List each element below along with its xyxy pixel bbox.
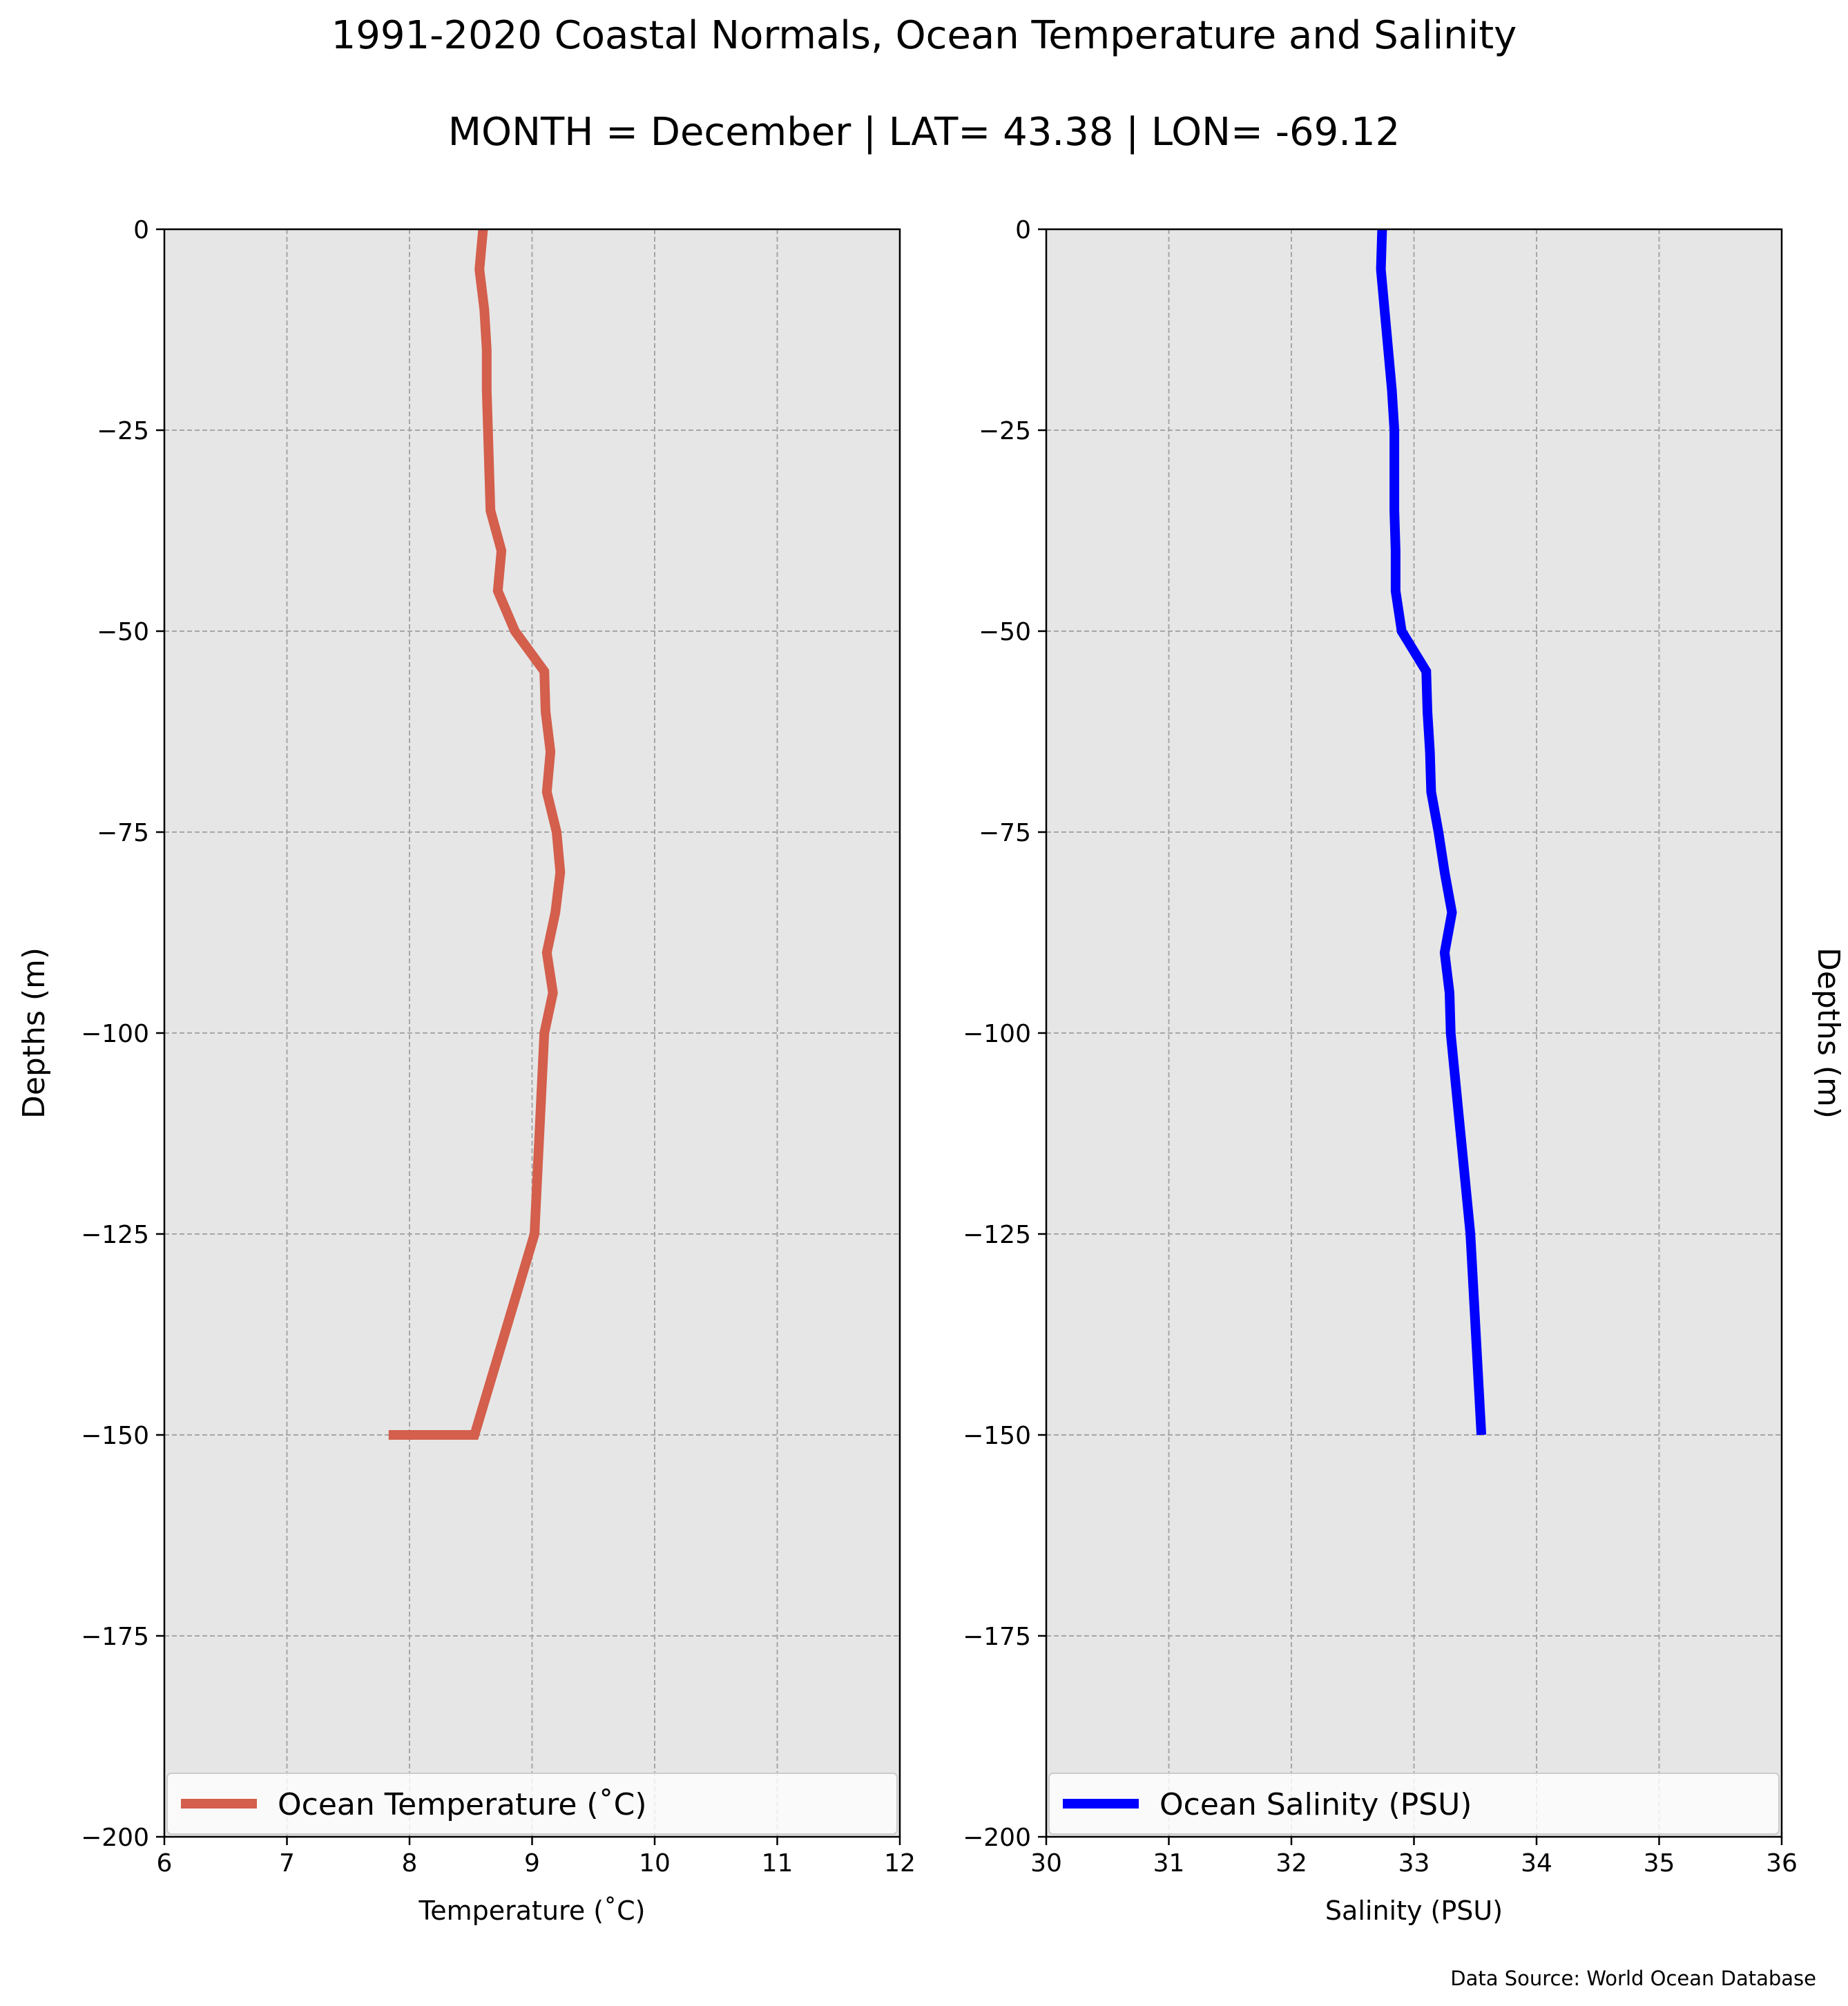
x-tick-label: 36: [1766, 1849, 1798, 1878]
legend: Ocean Salinity (PSU): [1048, 1773, 1780, 1835]
series-line: [388, 229, 566, 1440]
y-tick-label: −175: [963, 1623, 1031, 1651]
y-tick-label: −125: [81, 1221, 149, 1249]
y-tick-label: −25: [97, 417, 149, 445]
x-tick-label: 30: [1030, 1849, 1062, 1878]
legend-label: Ocean Temperature (˚C): [278, 1787, 647, 1822]
y-tick-label: −50: [97, 618, 149, 646]
x-tick-label: 9: [524, 1849, 540, 1878]
y-tick-label: −200: [81, 1824, 149, 1852]
figure-title: 1991-2020 Coastal Normals, Ocean Tempera…: [331, 13, 1517, 58]
x-axis-label: Salinity (PSU): [1325, 1896, 1503, 1926]
y-tick-label: 0: [133, 216, 149, 244]
salinity-panel: 30 31 32 33 34 35 36 0 −25 −50 −75 −100 −125 −150 −175…: [963, 216, 1846, 1926]
series-line: [1376, 229, 1487, 1436]
y-tick-label: −100: [81, 1020, 149, 1048]
x-axis-label: Temperature (˚C): [418, 1896, 646, 1926]
y-tick-label: −125: [963, 1221, 1031, 1249]
y-axis-label: Depths (m): [1811, 947, 1846, 1119]
y-tick-label: −175: [81, 1623, 149, 1651]
x-tick-label: 8: [402, 1849, 418, 1878]
x-tick-label: 32: [1276, 1849, 1307, 1878]
y-tick-label: −100: [963, 1020, 1031, 1048]
legend: Ocean Temperature (˚C): [166, 1773, 898, 1835]
y-tick-label: −25: [979, 417, 1031, 445]
figure-subtitle: MONTH = December | LAT= 43.38 | LON= -69…: [448, 110, 1401, 155]
temperature-panel: 6 7 8 9 10 11 12 0 −25 −50 −75 −100 −125 −150 −175 −200…: [17, 216, 916, 1926]
legend-label: Ocean Salinity (PSU): [1159, 1787, 1472, 1822]
y-tick-label: −75: [97, 819, 149, 847]
y-axis-label: Depths (m): [17, 947, 52, 1119]
legend-box: [166, 1773, 898, 1835]
x-tick-label: 12: [884, 1849, 916, 1878]
y-tick-label: −150: [81, 1422, 149, 1450]
data-source-note: Data Source: World Ocean Database: [1450, 1967, 1816, 1990]
x-tick-label: 35: [1644, 1849, 1675, 1878]
x-tick-label: 10: [639, 1849, 671, 1878]
x-tick-label: 33: [1398, 1849, 1430, 1878]
x-tick-label: 34: [1521, 1849, 1552, 1878]
x-tick-label: 11: [762, 1849, 793, 1878]
x-tick-label: 31: [1153, 1849, 1185, 1878]
y-tick-label: −50: [979, 618, 1031, 646]
y-tick-label: 0: [1015, 216, 1031, 244]
y-tick-label: −200: [963, 1824, 1031, 1852]
x-tick-label: 7: [279, 1849, 295, 1878]
y-tick-label: −150: [963, 1422, 1031, 1450]
x-tick-label: 6: [157, 1849, 173, 1878]
y-tick-label: −75: [979, 819, 1031, 847]
legend-box: [1048, 1773, 1780, 1835]
